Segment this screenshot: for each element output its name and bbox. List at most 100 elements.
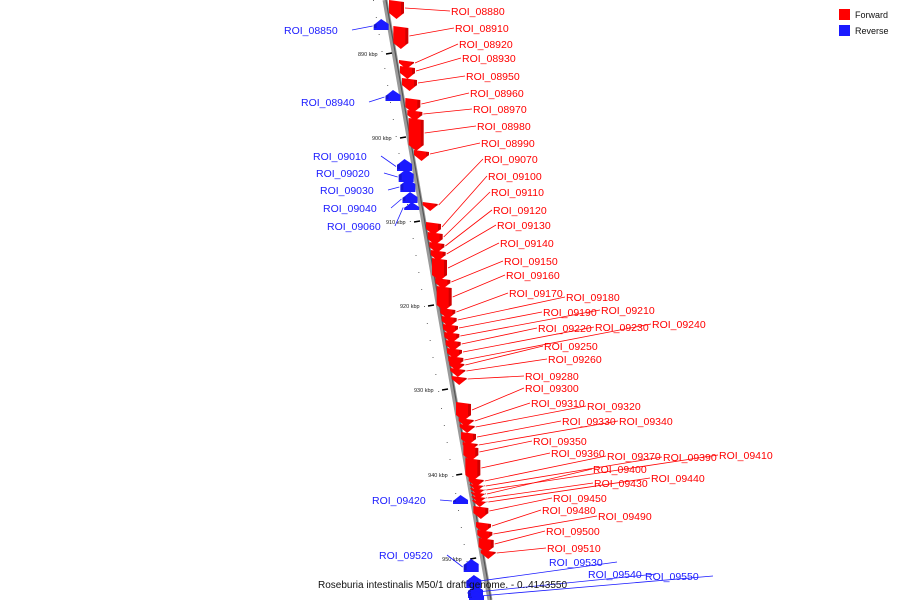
feature-label[interactable]: ROI_08960 bbox=[470, 88, 524, 100]
gene-arrow-roi-09250[interactable] bbox=[449, 362, 465, 371]
feature-label[interactable]: ROI_09330 bbox=[562, 416, 616, 428]
feature-label[interactable]: ROI_09350 bbox=[533, 436, 587, 448]
feature-label[interactable]: ROI_09140 bbox=[500, 238, 554, 250]
gene-arrow-roi-08950[interactable] bbox=[402, 78, 418, 91]
gene-arrow-roi-09520[interactable] bbox=[463, 559, 479, 572]
feature-label[interactable]: ROI_09060 bbox=[327, 221, 381, 233]
gene-arrow-roi-08990[interactable] bbox=[414, 150, 430, 161]
feature-label[interactable]: ROI_08880 bbox=[451, 6, 505, 18]
gene-arrow-roi-09040[interactable] bbox=[402, 192, 418, 203]
feature-label[interactable]: ROI_09530 bbox=[549, 557, 603, 569]
gene-arrow-roi-09450[interactable] bbox=[473, 506, 489, 519]
feature-label[interactable]: ROI_09170 bbox=[509, 288, 563, 300]
feature-label[interactable]: ROI_09300 bbox=[525, 383, 579, 395]
feature-label[interactable]: ROI_09280 bbox=[525, 371, 579, 383]
feature-label[interactable]: ROI_09240 bbox=[652, 319, 706, 331]
gene-arrow-roi-09280[interactable] bbox=[451, 376, 467, 385]
feature-label[interactable]: ROI_09500 bbox=[546, 526, 600, 538]
gene-arrow-roi-08920[interactable] bbox=[399, 60, 415, 69]
feature-label[interactable]: ROI_09040 bbox=[323, 203, 377, 215]
gene-arrow-roi-09480[interactable] bbox=[476, 522, 492, 533]
gene-arrow-roi-09070[interactable] bbox=[422, 202, 438, 211]
feature-label[interactable]: ROI_09310 bbox=[531, 398, 585, 410]
feature-label[interactable]: ROI_09370 bbox=[607, 451, 661, 463]
gene-arrow-roi-09390[interactable] bbox=[469, 484, 485, 491]
gene-arrow-roi-09430[interactable] bbox=[471, 496, 487, 503]
feature-label[interactable]: ROI_09320 bbox=[587, 401, 641, 413]
feature-label[interactable]: ROI_09210 bbox=[601, 305, 655, 317]
feature-label[interactable]: ROI_09160 bbox=[506, 270, 560, 282]
gene-arrow-roi-09510[interactable] bbox=[480, 550, 496, 559]
feature-label[interactable]: ROI_08990 bbox=[481, 138, 535, 150]
gene-arrow-roi-08980[interactable] bbox=[408, 118, 424, 151]
gene-arrow-roi-09150[interactable] bbox=[435, 278, 451, 289]
feature-label[interactable]: ROI_09190 bbox=[543, 307, 597, 319]
gene-arrow-roi-09190[interactable] bbox=[443, 324, 459, 335]
gene-arrow-roi-09140[interactable] bbox=[432, 258, 448, 281]
feature-label[interactable]: ROI_09400 bbox=[593, 464, 647, 476]
feature-label[interactable]: ROI_08910 bbox=[455, 23, 509, 35]
feature-label[interactable]: ROI_09450 bbox=[553, 493, 607, 505]
feature-label[interactable]: ROI_09340 bbox=[619, 416, 673, 428]
gene-arrow-roi-08930[interactable] bbox=[400, 66, 416, 79]
feature-label[interactable]: ROI_09020 bbox=[316, 168, 370, 180]
gene-arrow-roi-08960[interactable] bbox=[405, 98, 421, 113]
feature-label[interactable]: ROI_09520 bbox=[379, 550, 433, 562]
feature-label[interactable]: ROI_08930 bbox=[462, 53, 516, 65]
gene-arrow-roi-09210[interactable] bbox=[444, 332, 460, 343]
gene-arrow-roi-09020[interactable] bbox=[398, 169, 414, 182]
gene-arrow-roi-09230[interactable] bbox=[447, 348, 463, 359]
feature-label[interactable]: ROI_09410 bbox=[719, 450, 773, 462]
gene-arrow-roi-09400[interactable] bbox=[471, 492, 487, 499]
feature-label[interactable]: ROI_09120 bbox=[493, 205, 547, 217]
gene-arrow-roi-08970[interactable] bbox=[407, 110, 423, 121]
feature-label[interactable]: ROI_09110 bbox=[491, 187, 544, 199]
gene-arrow-roi-09350[interactable] bbox=[463, 446, 479, 461]
gene-arrow-roi-09370[interactable] bbox=[468, 478, 484, 487]
feature-label[interactable]: ROI_09480 bbox=[542, 505, 596, 517]
gene-arrow-roi-08880[interactable] bbox=[389, 0, 404, 19]
feature-label[interactable]: ROI_09010 bbox=[313, 151, 367, 163]
feature-label[interactable]: ROI_09250 bbox=[544, 341, 598, 353]
feature-label[interactable]: ROI_09150 bbox=[504, 256, 558, 268]
feature-label[interactable]: ROI_09220 bbox=[538, 323, 592, 335]
gene-arrow-roi-08940[interactable] bbox=[385, 90, 401, 101]
feature-label[interactable]: ROI_09130 bbox=[497, 220, 551, 232]
gene-arrow-roi-09550[interactable] bbox=[469, 591, 485, 600]
feature-label[interactable]: ROI_09100 bbox=[488, 171, 542, 183]
feature-label[interactable]: ROI_09230 bbox=[595, 322, 649, 334]
feature-label[interactable]: ROI_09440 bbox=[651, 473, 705, 485]
feature-label[interactable]: ROI_08920 bbox=[459, 39, 513, 51]
gene-arrow-roi-09110[interactable] bbox=[427, 232, 443, 245]
feature-label[interactable]: ROI_09490 bbox=[598, 511, 652, 523]
gene-arrow-roi-09310[interactable] bbox=[458, 418, 474, 427]
gene-arrow-roi-09170[interactable] bbox=[440, 308, 456, 319]
gene-arrow-roi-09300[interactable] bbox=[456, 402, 472, 421]
feature-label[interactable]: ROI_08850 bbox=[284, 25, 338, 37]
gene-arrow-roi-09260[interactable] bbox=[450, 368, 466, 377]
gene-arrow-roi-09320[interactable] bbox=[459, 424, 475, 433]
feature-label[interactable]: ROI_08950 bbox=[466, 71, 520, 83]
gene-arrow-roi-09420[interactable] bbox=[453, 495, 469, 504]
gene-arrow-roi-09360[interactable] bbox=[465, 458, 481, 481]
gene-arrow-roi-09030[interactable] bbox=[400, 179, 416, 192]
gene-arrow-roi-09120[interactable] bbox=[429, 242, 445, 253]
feature-label[interactable]: ROI_09420 bbox=[372, 495, 426, 507]
gene-arrow-roi-09160[interactable] bbox=[436, 286, 452, 311]
gene-arrow-roi-09060[interactable] bbox=[404, 202, 420, 210]
feature-label[interactable]: ROI_09070 bbox=[484, 154, 538, 166]
gene-arrow-roi-09010[interactable] bbox=[397, 159, 413, 171]
feature-label[interactable]: ROI_09030 bbox=[320, 185, 374, 197]
gene-arrow-roi-09490[interactable] bbox=[477, 530, 493, 541]
feature-label[interactable]: ROI_09550 bbox=[645, 571, 699, 583]
feature-label[interactable]: ROI_08940 bbox=[301, 97, 355, 109]
feature-label[interactable]: ROI_08970 bbox=[473, 104, 527, 116]
feature-label[interactable]: ROI_09510 bbox=[547, 543, 601, 555]
gene-arrow-roi-09100[interactable] bbox=[426, 222, 442, 235]
feature-label[interactable]: ROI_09430 bbox=[594, 478, 648, 490]
feature-label[interactable]: ROI_09260 bbox=[548, 354, 602, 366]
gene-arrow-roi-09410[interactable] bbox=[470, 488, 486, 495]
gene-arrow-roi-09500[interactable] bbox=[478, 538, 494, 553]
feature-label[interactable]: ROI_08980 bbox=[477, 121, 531, 133]
gene-arrow-roi-09330[interactable] bbox=[461, 432, 477, 445]
